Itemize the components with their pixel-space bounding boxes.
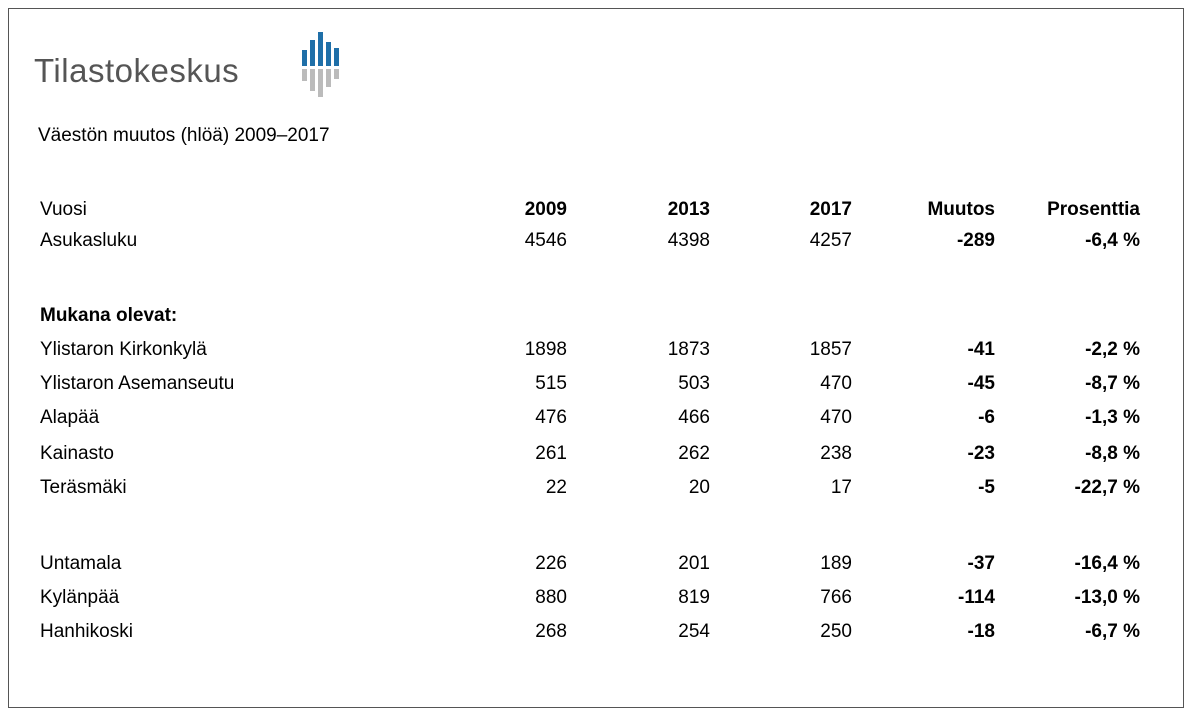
cell-value: 238: [820, 443, 852, 464]
cell-value: -16,4 %: [1074, 553, 1140, 574]
cell-value: 254: [678, 621, 710, 642]
column-header: Muutos: [927, 199, 995, 220]
cell-value: -1,3 %: [1085, 407, 1140, 428]
row-label: Asukasluku: [40, 230, 138, 251]
cell-value: 476: [535, 407, 567, 428]
column-header: 2017: [809, 199, 852, 220]
column-header: 2013: [667, 199, 710, 220]
cell-value: -37: [967, 553, 995, 574]
row-label: Teräsmäki: [40, 477, 127, 498]
cell-value: 261: [535, 443, 567, 464]
row-label: Kainasto: [40, 443, 114, 464]
row-label: Ylistaron Asemanseutu: [40, 373, 235, 394]
row-label: Untamala: [40, 553, 122, 574]
cell-value: -13,0 %: [1074, 587, 1140, 608]
cell-value: 1873: [667, 339, 710, 360]
row-label: Kylänpää: [40, 587, 120, 608]
logo-icon: [302, 32, 339, 97]
cell-value: 1857: [809, 339, 852, 360]
cell-value: 268: [535, 621, 567, 642]
cell-value: -8,7 %: [1085, 373, 1140, 394]
page: Tilastokeskus Väestön muutos (hlöä) 2009…: [8, 8, 1184, 708]
title: Väestön muutos (hlöä) 2009–2017: [38, 125, 330, 146]
row-label: Hanhikoski: [40, 621, 133, 642]
cell-value: 189: [820, 553, 852, 574]
cell-value: -23: [967, 443, 995, 464]
cell-value: 4257: [809, 230, 852, 251]
column-header: 2009: [524, 199, 567, 220]
cell-value: -8,8 %: [1085, 443, 1140, 464]
cell-value: 17: [830, 477, 852, 498]
cell-value: 470: [820, 373, 852, 394]
cell-value: 22: [545, 477, 567, 498]
cell-value: 250: [820, 621, 852, 642]
cell-value: -6,7 %: [1085, 621, 1140, 642]
cell-value: 819: [678, 587, 710, 608]
cell-value: 880: [535, 587, 567, 608]
cell-value: 515: [535, 373, 567, 394]
cell-value: 766: [820, 587, 852, 608]
cell-value: -6,4 %: [1085, 230, 1140, 251]
cell-value: 466: [678, 407, 710, 428]
cell-value: 1898: [524, 339, 567, 360]
cell-value: 4398: [667, 230, 710, 251]
column-header: Prosenttia: [1047, 199, 1140, 220]
cell-value: -289: [956, 230, 995, 251]
logo-text: Tilastokeskus: [34, 52, 240, 89]
cell-value: -114: [958, 587, 995, 608]
cell-value: 20: [688, 477, 710, 498]
cell-value: -45: [967, 373, 995, 394]
row-label: Alapää: [40, 407, 100, 428]
cell-value: 201: [678, 553, 710, 574]
cell-value: -6: [978, 407, 995, 428]
cell-value: -22,7 %: [1074, 477, 1140, 498]
cell-value: 262: [678, 443, 710, 464]
cell-value: 503: [678, 373, 710, 394]
column-header: Vuosi: [40, 199, 87, 220]
cell-value: -18: [967, 621, 995, 642]
cell-value: -2,2 %: [1085, 339, 1140, 360]
cell-value: -41: [967, 339, 995, 360]
row-label: Mukana olevat:: [40, 305, 178, 326]
cell-value: -5: [978, 477, 995, 498]
cell-value: 4546: [524, 230, 567, 251]
cell-value: 470: [820, 407, 852, 428]
cell-value: 226: [535, 553, 567, 574]
row-label: Ylistaron Kirkonkylä: [40, 339, 207, 360]
